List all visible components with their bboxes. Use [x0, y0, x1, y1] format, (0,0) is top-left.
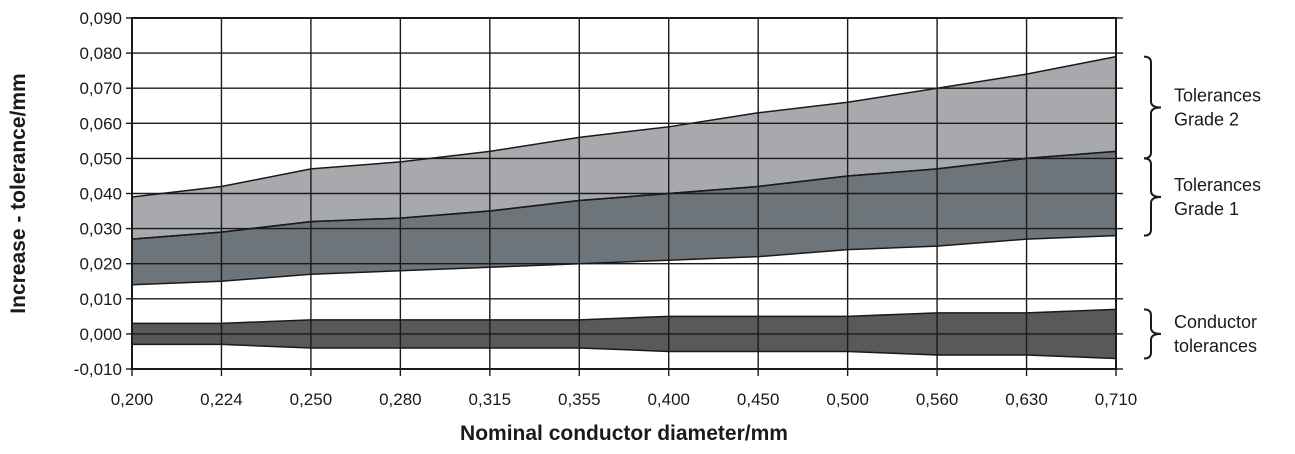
band-upper-line-2 — [132, 308, 1117, 325]
x-axis-ticks: 0,200 0,224 0,250 0,280 0,315 0,355 0,400 0,450… — [111, 369, 1138, 409]
x-tick-label: 0,315 — [469, 390, 512, 409]
x-tick-label: 0,710 — [1095, 390, 1138, 409]
brace-icon — [1143, 157, 1162, 237]
band-upper-line-0 — [131, 55, 1117, 198]
band-area-1 — [132, 151, 1116, 285]
band-lower-line-1 — [131, 234, 1117, 286]
x-tick-label: 0,250 — [290, 390, 333, 409]
x-tick-label: 0,355 — [558, 390, 601, 409]
y-tick-label: 0,080 — [79, 44, 122, 63]
y-axis-ticks: -0,010 0,000 0,010 0,020 0,030 0,040 0,050 0,06… — [74, 9, 1123, 379]
x-axis-title: Nominal conductor diameter/mm — [460, 422, 788, 445]
band-brackets: Tolerances Grade 2 Tolerances Grade 1 Conduc… — [1143, 55, 1261, 360]
x-tick-label: 0,630 — [1005, 390, 1048, 409]
band-label-line: Tolerances — [1174, 175, 1261, 195]
x-tick-label: 0,200 — [111, 390, 154, 409]
y-tick-label: 0,070 — [79, 79, 122, 98]
y-axis-title: Increase - tolerance/mm — [7, 73, 30, 313]
band-label-line: Grade 2 — [1174, 110, 1239, 130]
brace-icon — [1143, 308, 1162, 360]
band-label-line: Grade 1 — [1174, 199, 1239, 219]
y-tick-label: 0,040 — [79, 185, 122, 204]
y-tick-label: 0,000 — [79, 325, 122, 344]
x-tick-label: 0,560 — [916, 390, 959, 409]
x-tick-label: 0,450 — [737, 390, 780, 409]
band-upper-line-1 — [131, 150, 1117, 240]
y-tick-label: 0,010 — [79, 290, 122, 309]
x-tick-label: 0,400 — [647, 390, 690, 409]
band-lower-line-2 — [132, 343, 1117, 360]
y-tick-label: 0,020 — [79, 255, 122, 274]
x-tick-label: 0,280 — [379, 390, 422, 409]
band-label-line: Tolerances — [1174, 86, 1261, 106]
band-label-line: Conductor — [1174, 312, 1257, 332]
y-tick-label: 0,090 — [79, 9, 122, 28]
band-outlines — [131, 55, 1117, 360]
x-tick-label: 0,224 — [200, 390, 243, 409]
y-tick-label: 0,030 — [79, 220, 122, 239]
y-tick-label: -0,010 — [74, 360, 122, 379]
y-tick-label: 0,060 — [79, 114, 122, 133]
brace-icon — [1143, 55, 1162, 160]
x-tick-label: 0,500 — [826, 390, 869, 409]
band-label-line: tolerances — [1174, 336, 1257, 356]
y-tick-label: 0,050 — [79, 149, 122, 168]
